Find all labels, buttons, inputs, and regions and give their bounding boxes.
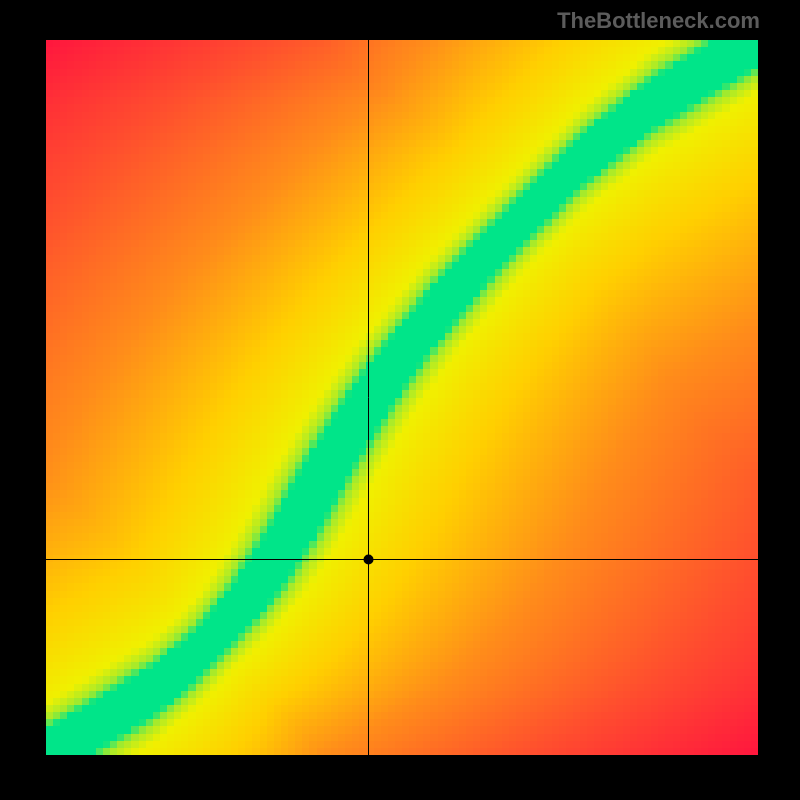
heatmap-canvas [46,40,758,755]
chart-container: TheBottleneck.com [0,0,800,800]
watermark-label: TheBottleneck.com [557,8,760,34]
